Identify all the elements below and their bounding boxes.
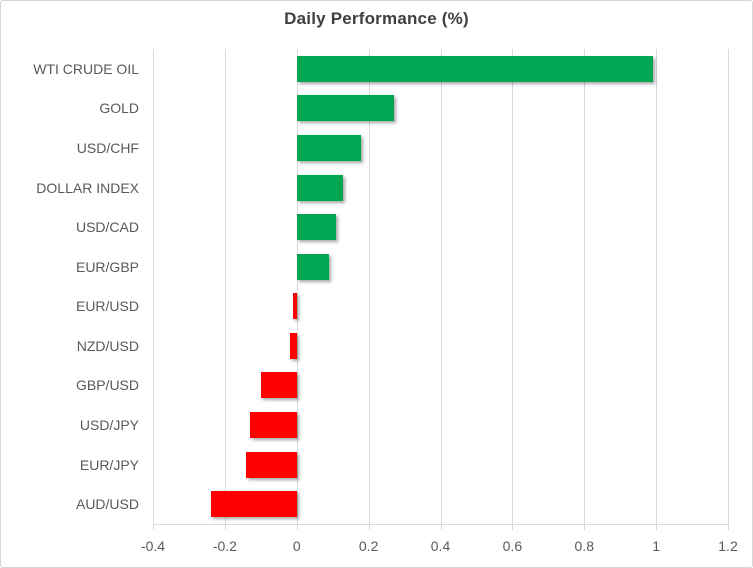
x-tick-mark-0.8 [584, 524, 586, 530]
x-tick-label-1.2: 1.2 [718, 538, 738, 554]
bar-usd-jpy [250, 412, 297, 439]
x-tick-label-0.6: 0.6 [502, 538, 523, 554]
category-label-usd-jpy: USD/JPY [79, 417, 139, 434]
bar-aud-usd [210, 491, 297, 518]
x-tick-mark-0.6 [512, 524, 514, 530]
gridline--0.4 [153, 49, 154, 524]
bar-nzd-usd [289, 332, 297, 359]
category-label-nzd-usd: NZD/USD [76, 337, 139, 354]
gridline-1 [656, 49, 658, 524]
gridline-0.2 [368, 49, 370, 524]
bar-gold [296, 95, 394, 122]
x-tick-label--0.2: -0.2 [212, 538, 237, 554]
bar-wti-crude-oil [296, 55, 653, 82]
chart-title: Daily Performance (%) [284, 9, 469, 28]
gridline-0.6 [512, 49, 514, 524]
category-label-aud-usd: AUD/USD [75, 496, 139, 513]
x-tick-mark-0.2 [368, 524, 370, 530]
bar-eur-jpy [246, 451, 297, 478]
category-label-gbp-usd: GBP/USD [75, 377, 139, 394]
x-tick-mark-0.4 [440, 524, 442, 530]
x-tick-mark--0.2 [224, 524, 226, 530]
x-tick-label-0.8: 0.8 [574, 538, 594, 554]
gridline--0.2 [224, 49, 226, 524]
category-label-eur-jpy: EUR/JPY [79, 456, 139, 473]
category-label-eur-usd: EUR/USD [75, 298, 139, 315]
category-label-wti-crude-oil: WTI CRUDE OIL [33, 60, 139, 77]
category-label-usd-cad: USD/CAD [75, 219, 139, 236]
bar-eur-gbp [296, 253, 330, 280]
x-tick-label-0.2: 0.2 [358, 538, 379, 554]
x-tick-mark-1.2 [728, 524, 729, 530]
x-tick-label-0.4: 0.4 [430, 538, 451, 554]
x-tick-mark-1 [656, 524, 658, 530]
x-tick-mark-0 [296, 524, 298, 530]
category-label-eur-gbp: EUR/GBP [75, 258, 139, 275]
bar-usd-cad [296, 214, 337, 241]
bar-usd-chf [296, 134, 362, 161]
gridline-0 [296, 49, 298, 524]
bar-eur-usd [293, 293, 297, 320]
x-tick-label--0.4: -0.4 [140, 538, 166, 554]
gridline-0.8 [584, 49, 586, 524]
category-label-usd-chf: USD/CHF [76, 139, 139, 156]
bar-gbp-usd [260, 372, 297, 399]
gridline-1.2 [728, 49, 729, 524]
category-label-gold: GOLD [99, 100, 139, 117]
x-tick-label-0: 0 [292, 538, 301, 554]
x-tick-label-1: 1 [652, 538, 661, 554]
category-label-dollar-index: DOLLAR INDEX [36, 179, 139, 196]
gridline-0.4 [440, 49, 442, 524]
bar-dollar-index [296, 174, 344, 201]
x-tick-mark--0.4 [153, 524, 154, 530]
plot-area [153, 49, 729, 524]
